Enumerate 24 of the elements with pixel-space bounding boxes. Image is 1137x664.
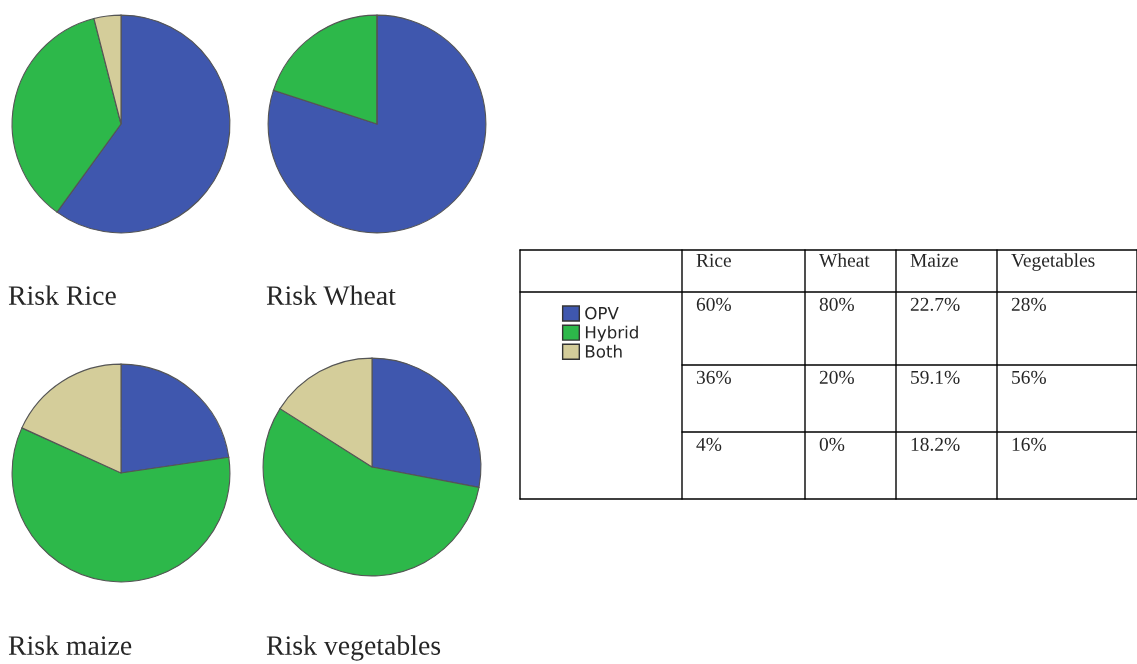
data-label: 20%: [819, 370, 854, 384]
data-label: 0%: [819, 437, 845, 451]
text: Risk Wheat: [266, 285, 396, 306]
text: Risk maize: [8, 635, 132, 655]
category-label: Vegetables: [1011, 253, 1095, 271]
category-label: Rice: [696, 253, 731, 267]
data-label: 4%: [696, 437, 722, 451]
category-label: Maize: [910, 253, 958, 267]
data-label: 60%: [696, 297, 731, 311]
legend-label: Both: [585, 344, 622, 358]
legend-label: OPV: [585, 306, 619, 320]
data-label: 56%: [1012, 370, 1046, 384]
data-label: 16%: [1012, 437, 1046, 451]
data-label: 28%: [1011, 297, 1046, 311]
data-label: 36%: [696, 370, 731, 384]
data-label: 59.1%: [911, 370, 960, 384]
category-label: Wheat: [819, 253, 870, 267]
data-label: 22.7%: [910, 297, 960, 311]
pie-slice: [267, 14, 487, 234]
legend-label: Hybrid: [585, 325, 638, 342]
text: Risk vegetables: [266, 635, 441, 661]
data-label: 18.2%: [911, 437, 960, 451]
data-label: 80%: [819, 297, 854, 311]
text: Risk Rice: [8, 285, 116, 305]
